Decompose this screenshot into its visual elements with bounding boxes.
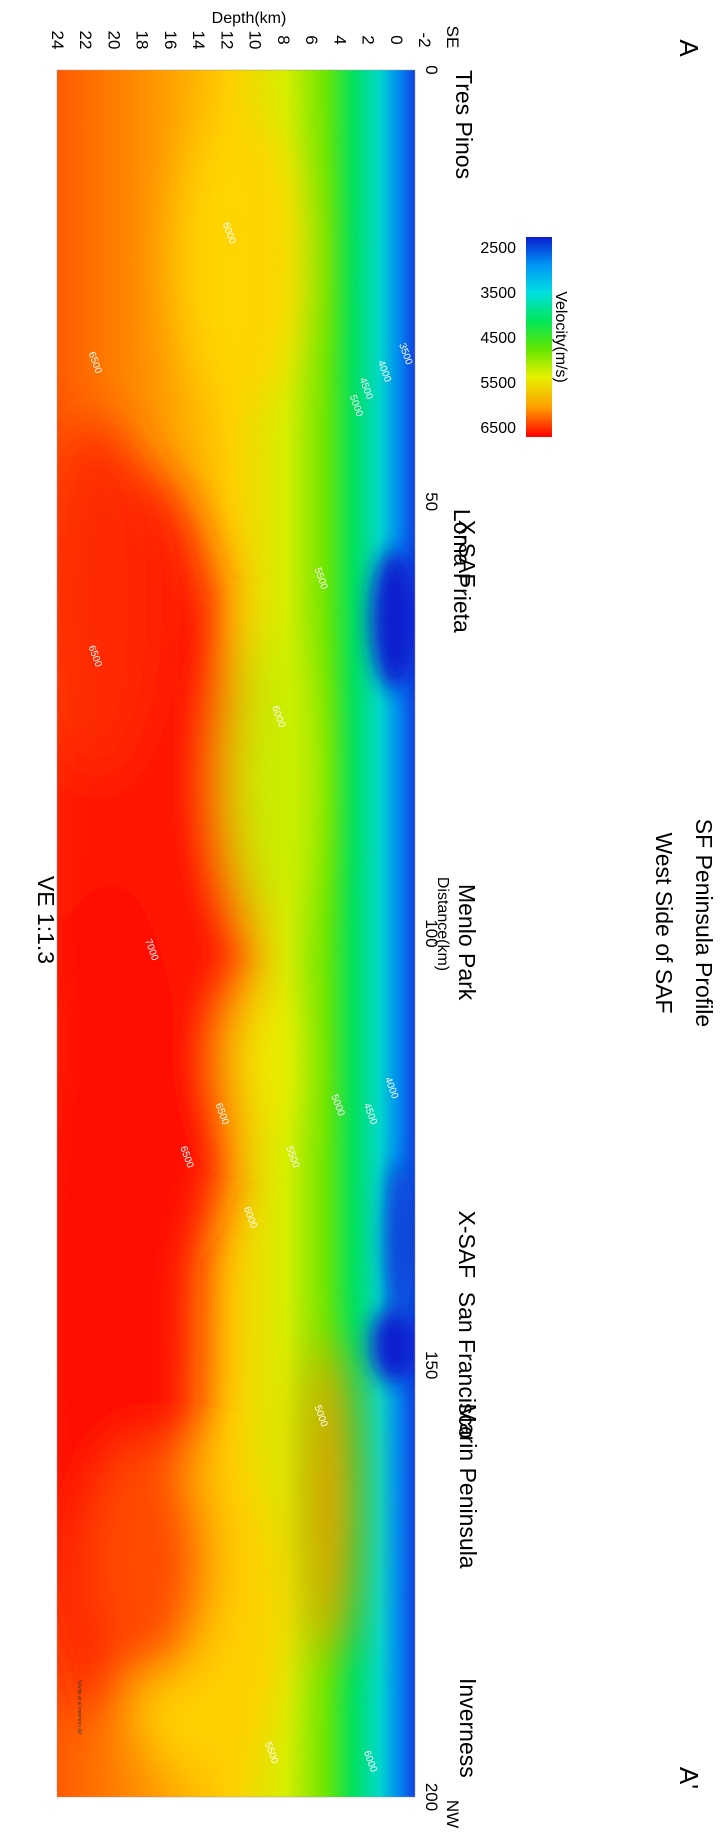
colorbar-tick-label: 2500 — [480, 240, 516, 257]
location-label: Loma Prieta — [449, 509, 475, 633]
distance-tick-label: 0 — [422, 65, 441, 74]
distance-ticks: 0 50 100 150 200 — [422, 65, 441, 1811]
profile-start-label: A — [674, 39, 704, 57]
colorbar-ticks: 2500 3500 4500 5500 6500 — [480, 240, 516, 437]
depth-tick-label: 8 — [274, 35, 293, 44]
location-label: Inverness — [455, 1678, 481, 1778]
colorbar-title: Velocity(m/s) — [552, 291, 569, 383]
distance-axis-title: Distance(km) — [434, 877, 451, 971]
chart-subtitle: West Side of SAF — [651, 832, 677, 1013]
rotated-annotations: A A' SF Peninsula Profile West Side of S… — [33, 26, 717, 1829]
location-label: San Francisco — [454, 1292, 480, 1439]
depth-tick-label: 16 — [161, 31, 180, 50]
depth-tick-label: -2 — [415, 32, 434, 47]
colorbar: 2500 3500 4500 5500 6500 Velocity(m/s) — [480, 237, 569, 437]
distance-tick-label: 150 — [422, 1351, 441, 1379]
depth-tick-label: 4 — [330, 35, 349, 44]
depth-tick-label: 14 — [189, 31, 208, 50]
colorbar-tick-label: 3500 — [480, 285, 516, 302]
velocity-anomalies — [57, 120, 352, 1780]
location-label: Tres Pinos — [451, 70, 477, 179]
chart-title: SF Peninsula Profile — [691, 819, 717, 1027]
profile-end-label: A' — [674, 1767, 704, 1789]
colorbar-tick-label: 6500 — [480, 420, 516, 437]
orientation-se-label: SE — [443, 26, 462, 49]
depth-tick-label: 24 — [48, 31, 67, 50]
location-label: X-SAF — [454, 520, 480, 588]
distance-tick-label: 100 — [422, 919, 441, 947]
colorbar-tick-label: 4500 — [480, 330, 516, 347]
depth-tick-label: 0 — [387, 35, 406, 44]
depth-tick-label: 6 — [302, 35, 321, 44]
location-label: X-SAF — [454, 1210, 480, 1278]
velocity-section — [57, 70, 415, 1797]
location-label: Menlo Park — [454, 884, 480, 1001]
vertical-exaggeration-label: VE 1:1.3 — [33, 876, 59, 964]
colorbar-tick-label: 5500 — [480, 375, 516, 392]
depth-axis-title: Depth(km) — [212, 10, 287, 27]
plot-frame — [56, 69, 416, 1798]
depth-tick-label: 22 — [76, 31, 95, 50]
distance-tick-label: 50 — [422, 492, 441, 511]
basin-anomalies — [371, 550, 415, 1383]
depth-tick-label: 12 — [217, 31, 236, 50]
orientation-nw-label: NW — [443, 1800, 462, 1828]
colorbar-scale — [526, 237, 552, 437]
footnote: Seville et al inversion 02 — [76, 1680, 82, 1734]
depth-tick-label: 18 — [133, 31, 152, 50]
location-label: Marin Peninsula — [455, 1404, 481, 1569]
depth-tick-label: 10 — [246, 31, 265, 50]
depth-tick-label: 2 — [359, 35, 378, 44]
depth-tick-label: 20 — [104, 31, 123, 50]
distance-tick-label: 200 — [422, 1783, 441, 1811]
